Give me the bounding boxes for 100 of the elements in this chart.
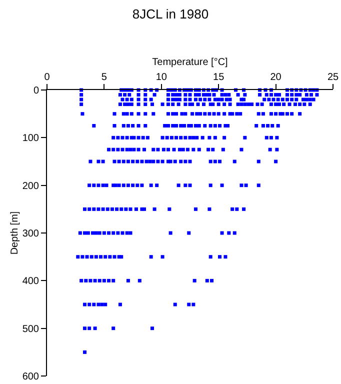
point xyxy=(88,302,92,306)
point xyxy=(246,102,250,106)
point xyxy=(218,160,222,164)
point xyxy=(116,231,120,235)
point xyxy=(104,302,108,306)
point xyxy=(274,160,278,164)
point xyxy=(149,255,153,259)
point xyxy=(276,124,280,128)
point xyxy=(123,93,127,97)
point xyxy=(118,302,122,306)
point xyxy=(208,207,212,211)
point xyxy=(178,98,182,102)
point xyxy=(222,136,226,140)
point xyxy=(269,136,273,140)
point xyxy=(144,98,148,102)
point xyxy=(224,93,228,97)
point xyxy=(110,207,114,211)
point xyxy=(92,184,96,188)
point xyxy=(216,98,220,102)
point xyxy=(122,112,126,116)
point xyxy=(162,148,166,152)
y-tick-label: 600 xyxy=(22,372,40,382)
point xyxy=(144,112,148,116)
point xyxy=(256,160,260,164)
point xyxy=(144,124,148,128)
point xyxy=(188,98,192,102)
point xyxy=(179,136,183,140)
point xyxy=(176,102,180,106)
point xyxy=(149,98,153,102)
point xyxy=(76,255,80,259)
point xyxy=(182,124,186,128)
point xyxy=(136,102,140,106)
point xyxy=(88,207,92,211)
point xyxy=(290,93,294,97)
point xyxy=(130,102,134,106)
point xyxy=(208,112,212,116)
point xyxy=(186,148,190,152)
y-tick-label: 300 xyxy=(22,228,40,240)
y-axis-title: Depth [m] xyxy=(9,211,20,255)
point xyxy=(269,102,273,106)
point xyxy=(92,302,96,306)
point xyxy=(104,255,108,259)
point xyxy=(242,98,246,102)
point xyxy=(85,255,89,259)
point xyxy=(123,102,127,106)
point xyxy=(244,184,248,188)
point xyxy=(277,93,281,97)
point xyxy=(120,148,124,152)
point xyxy=(208,93,212,97)
point xyxy=(140,184,144,188)
point xyxy=(126,124,130,128)
point xyxy=(206,148,210,152)
point xyxy=(125,231,129,235)
point xyxy=(256,102,260,106)
point xyxy=(83,231,86,235)
point xyxy=(203,124,207,128)
point xyxy=(171,112,175,116)
point xyxy=(116,136,120,140)
point xyxy=(275,148,279,152)
point xyxy=(120,136,124,140)
point xyxy=(126,184,130,188)
point xyxy=(102,231,106,235)
point xyxy=(197,93,201,97)
point xyxy=(202,93,206,97)
x-tick-label: 20 xyxy=(270,72,282,83)
point xyxy=(93,326,97,330)
point xyxy=(173,302,177,306)
point xyxy=(304,93,308,97)
point xyxy=(192,278,196,282)
point xyxy=(203,98,207,102)
point xyxy=(84,278,88,282)
point xyxy=(243,102,247,106)
point xyxy=(93,278,97,282)
point xyxy=(168,207,172,211)
point xyxy=(267,98,271,102)
point xyxy=(235,207,239,211)
point xyxy=(88,278,92,282)
point xyxy=(256,112,260,116)
point xyxy=(101,160,105,164)
point xyxy=(268,148,272,152)
point xyxy=(118,93,122,97)
point xyxy=(112,326,116,330)
point xyxy=(240,184,244,188)
point xyxy=(212,112,216,116)
point xyxy=(264,93,268,97)
point xyxy=(194,207,198,211)
point xyxy=(150,326,154,330)
point xyxy=(112,112,116,116)
point xyxy=(213,124,217,128)
point xyxy=(288,102,292,106)
point xyxy=(80,93,84,97)
point xyxy=(174,93,178,97)
point xyxy=(166,124,170,128)
point xyxy=(197,124,201,128)
point xyxy=(125,98,129,102)
point xyxy=(302,102,306,106)
y-tick-label: 500 xyxy=(22,324,40,335)
point xyxy=(83,207,86,211)
point xyxy=(213,136,217,140)
point xyxy=(86,231,90,235)
